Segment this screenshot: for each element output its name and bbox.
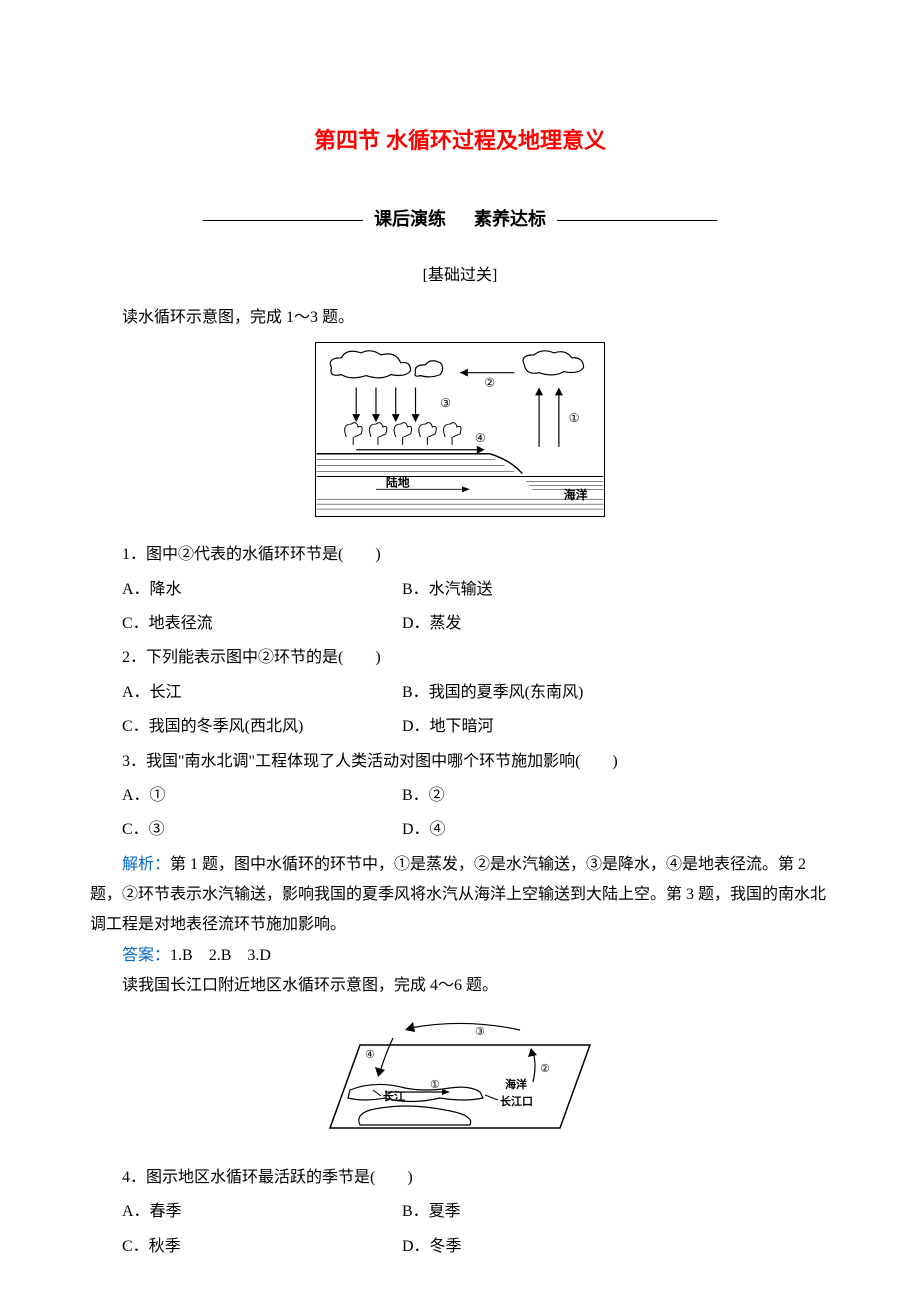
answer-label: 答案： [122, 947, 170, 964]
sea-label: 海洋 [564, 488, 588, 502]
d2-marker3: ③ [475, 1026, 485, 1038]
diagram2-container: ① ② ③ ④ 长江 长江口 海洋 [90, 1010, 830, 1151]
d2-pointer [485, 1095, 498, 1100]
arrow3d-head [412, 414, 420, 422]
q1-options-1: A．降水 B．水汽输送 [90, 575, 830, 605]
q1-c: C．地表径流 [122, 609, 402, 639]
diagram1-container: ② ① ③ [90, 342, 830, 528]
q1-b: B．水汽输送 [402, 575, 830, 605]
cloud-right-icon [523, 351, 584, 375]
marker3-label: ③ [440, 396, 451, 410]
q2-b: B．我国的夏季风(东南风) [402, 678, 830, 708]
diagram1-svg: ② ① ③ [316, 343, 604, 516]
subtitle-right: 素养达标 [474, 209, 546, 229]
diagram2-svg: ① ② ③ ④ 长江 长江口 海洋 [315, 1010, 605, 1140]
q4-d: D．冬季 [402, 1232, 830, 1262]
analysis-1: 解析：第 1 题，图中水循环的环节中，①是蒸发，②是水汽输送，③是降水，④是地表… [90, 850, 830, 941]
q1-options-2: C．地表径流 D．蒸发 [90, 609, 830, 639]
q4-c: C．秋季 [122, 1232, 402, 1262]
d2-arrow3-head [405, 1022, 415, 1032]
section-label: [基础过关] [90, 261, 830, 291]
arrow3b-head [372, 414, 380, 422]
d2-arrow3 [410, 1023, 520, 1030]
q2-options-2: C．我国的冬季风(西北风) D．地下暗河 [90, 712, 830, 742]
river-shape [348, 1084, 483, 1101]
arrow3a-head [352, 414, 360, 422]
land-hatch [317, 459, 515, 471]
rule-right [557, 220, 717, 221]
q2-stem: 2．下列能表示图中②环节的是( ) [90, 643, 830, 673]
arrow4-head [477, 446, 485, 454]
land-shape [359, 1106, 471, 1125]
q1-stem: 1．图中②代表的水循环环节是( ) [90, 540, 830, 570]
rule-left [203, 220, 363, 221]
intro-1: 读水循环示意图，完成 1～3 题。 [90, 303, 830, 333]
q3-stem: 3．我国"南水北调"工程体现了人类活动对图中哪个环节施加影响( ) [90, 747, 830, 777]
trees-icon [345, 422, 461, 444]
d2-river-label: 长江 [383, 1089, 405, 1103]
yangtze-diagram: ① ② ③ ④ 长江 长江口 海洋 [315, 1010, 605, 1140]
water-cycle-diagram: ② ① ③ [315, 342, 605, 517]
cloud-left-icon [330, 351, 410, 378]
intro-2: 读我国长江口附近地区水循环示意图，完成 4～6 题。 [90, 971, 830, 1001]
subtitle-row: 课后演练 素养达标 [90, 202, 830, 236]
q2-a: A．长江 [122, 678, 402, 708]
answer-text: 1.B 2.B 3.D [170, 947, 271, 964]
q4-options-2: C．秋季 D．冬季 [90, 1232, 830, 1262]
land-label: 陆地 [386, 475, 410, 489]
q2-c: C．我国的冬季风(西北风) [122, 712, 402, 742]
q3-options-1: A．① B．② [90, 781, 830, 811]
underground-arrow-head [462, 486, 470, 492]
analysis-label: 解析： [122, 856, 170, 873]
q4-a: A．春季 [122, 1197, 402, 1227]
subtitle-gap [451, 209, 469, 229]
arrow1b-head [555, 387, 563, 395]
q3-a: A．① [122, 781, 402, 811]
d2-mouth-label: 长江口 [500, 1094, 533, 1108]
q4-stem: 4．图示地区水循环最活跃的季节是( ) [90, 1163, 830, 1193]
q4-options-1: A．春季 B．夏季 [90, 1197, 830, 1227]
d2-arrow4 [380, 1038, 393, 1072]
page-title: 第四节 水循环过程及地理意义 [90, 120, 830, 162]
q2-d: D．地下暗河 [402, 712, 830, 742]
slope-line [490, 453, 604, 476]
q3-c: C．③ [122, 815, 402, 845]
d2-arrow4-head [375, 1067, 385, 1077]
bottom-hatch [317, 499, 604, 509]
q3-d: D．④ [402, 815, 830, 845]
arrow3c-head [392, 414, 400, 422]
marker1-label: ① [569, 411, 580, 425]
marker4-label: ④ [475, 431, 486, 445]
d2-arrow2 [533, 1052, 535, 1082]
q3-options-2: C．③ D．④ [90, 815, 830, 845]
d2-marker4: ④ [365, 1049, 375, 1061]
arrow1a-head [535, 387, 543, 395]
marker2-label: ② [484, 375, 495, 389]
d2-marker2: ② [540, 1063, 550, 1075]
d2-pointer2 [373, 1090, 381, 1096]
d2-sea-label: 海洋 [505, 1077, 527, 1091]
q1-a: A．降水 [122, 575, 402, 605]
q1-d: D．蒸发 [402, 609, 830, 639]
subtitle-left: 课后演练 [374, 209, 446, 229]
d2-arrow2-head [528, 1048, 537, 1057]
cloud-left2-icon [415, 360, 443, 376]
q2-options-1: A．长江 B．我国的夏季风(东南风) [90, 678, 830, 708]
q3-b: B．② [402, 781, 830, 811]
d2-arrow1-head [442, 1089, 450, 1095]
q4-b: B．夏季 [402, 1197, 830, 1227]
answer-1: 答案：1.B 2.B 3.D [90, 941, 830, 971]
arrow2-head [460, 368, 468, 376]
analysis-text: 第 1 题，图中水循环的环节中，①是蒸发，②是水汽输送，③是降水，④是地表径流。… [90, 856, 826, 934]
d2-marker1: ① [430, 1079, 440, 1091]
